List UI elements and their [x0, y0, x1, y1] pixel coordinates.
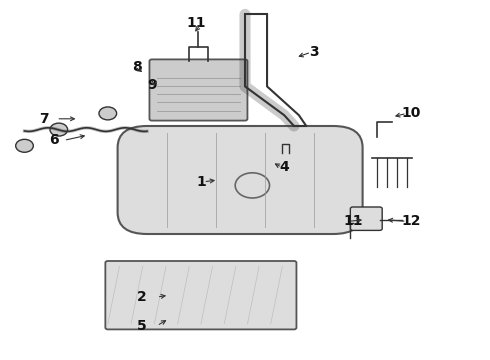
Text: 4: 4	[279, 161, 289, 174]
Circle shape	[99, 107, 117, 120]
FancyBboxPatch shape	[149, 59, 247, 121]
Text: 2: 2	[137, 290, 147, 304]
FancyBboxPatch shape	[118, 126, 363, 234]
FancyBboxPatch shape	[105, 261, 296, 329]
Circle shape	[16, 139, 33, 152]
FancyBboxPatch shape	[350, 207, 382, 230]
Text: 8: 8	[132, 60, 142, 73]
Text: 12: 12	[402, 215, 421, 228]
Text: 6: 6	[49, 134, 59, 147]
Text: 11: 11	[186, 17, 206, 30]
Text: 11: 11	[343, 215, 363, 228]
Text: 9: 9	[147, 78, 157, 91]
Text: 3: 3	[309, 45, 318, 59]
Text: 1: 1	[196, 175, 206, 189]
Text: 10: 10	[402, 107, 421, 120]
Text: 5: 5	[137, 319, 147, 333]
Text: 7: 7	[39, 112, 49, 126]
Circle shape	[50, 123, 68, 136]
